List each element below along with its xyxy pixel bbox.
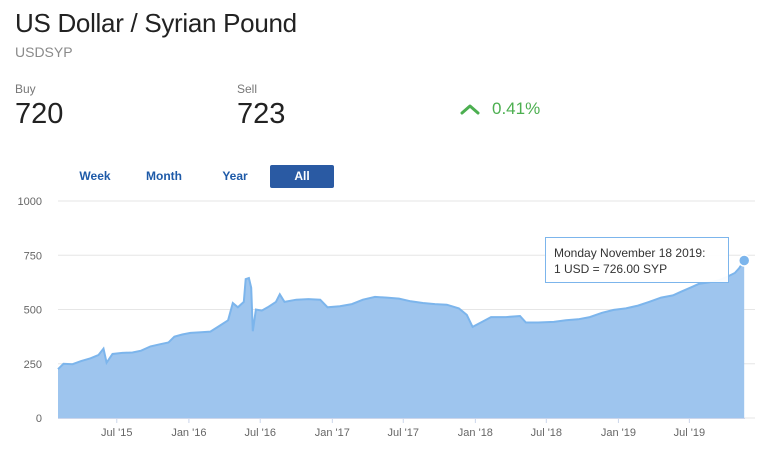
x-tick-label: Jul '18 [531, 427, 562, 439]
x-tick-label: Jul '15 [101, 427, 132, 439]
x-tick-label: Jul '19 [674, 427, 705, 439]
tooltip-date: Monday November 18 2019: [554, 246, 706, 260]
range-tabs: Week Month Year All [62, 165, 334, 188]
y-tick-label: 1000 [18, 196, 42, 208]
currency-symbol: USDSYP [15, 44, 73, 60]
tab-week[interactable]: Week [62, 165, 128, 188]
series-area [58, 260, 745, 418]
page-title: US Dollar / Syrian Pound [15, 8, 297, 38]
chevron-up-icon [460, 103, 480, 115]
tab-year[interactable]: Year [200, 165, 270, 188]
y-tick-label: 500 [24, 305, 42, 317]
sell-value: 723 [237, 98, 286, 130]
series-line [57, 259, 746, 370]
tab-month[interactable]: Month [128, 165, 200, 188]
y-tick-label: 250 [24, 359, 42, 371]
buy-label: Buy [15, 82, 36, 96]
tooltip-rate: 1 USD = 726.00 SYP [554, 262, 668, 276]
sell-label: Sell [237, 82, 258, 96]
x-tick-label: Jan '17 [315, 427, 350, 439]
x-tick-label: Jan '18 [458, 427, 493, 439]
y-tick-label: 0 [36, 413, 42, 425]
price-change: 0.41% [460, 99, 540, 119]
x-tick-label: Jan '16 [171, 427, 206, 439]
tab-all[interactable]: All [270, 165, 334, 188]
x-tick-label: Jan '19 [601, 427, 636, 439]
x-tick-label: Jul '17 [388, 427, 419, 439]
y-tick-label: 750 [24, 250, 42, 262]
price-change-value: 0.41% [492, 99, 541, 118]
x-tick-label: Jul '16 [244, 427, 275, 439]
highlight-point [737, 254, 751, 267]
exchange-rate-chart[interactable]: 0 250 500 750 1000 Jul '15 Jan '16 Jul '16 Jan '… [0, 190, 761, 450]
buy-value: 720 [15, 98, 64, 130]
chart-tooltip: Monday November 18 2019: 1 USD = 726.00 … [545, 237, 729, 283]
